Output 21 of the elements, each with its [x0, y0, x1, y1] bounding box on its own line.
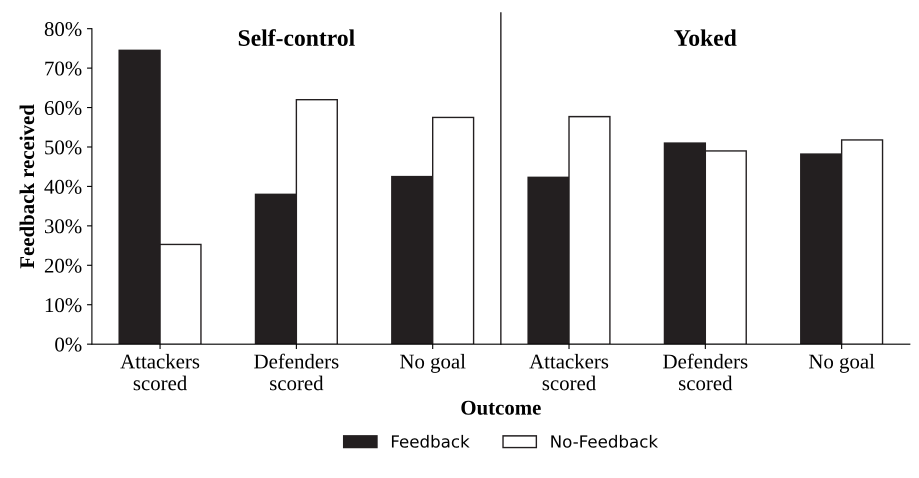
y-tick-label: 60%	[44, 100, 82, 116]
x-tick-label: No goal	[400, 354, 466, 373]
x-tick-label: Defenders scored	[254, 354, 338, 390]
x-tick-label: Defenders scored	[663, 354, 748, 390]
x-tick-label: Attackers scored	[529, 354, 608, 390]
y-tick-label: 80%	[44, 22, 82, 36]
y-tick-label: 70%	[45, 61, 82, 76]
y-tick-label: 20%	[44, 258, 82, 273]
y-tick-label: 10%	[46, 298, 82, 312]
legend-label: Feedback	[392, 434, 470, 448]
y-tick-label: 30%	[44, 219, 82, 234]
annotation: Self-control	[238, 29, 355, 46]
x-tick-label: No goal	[808, 354, 874, 373]
x-tick-label: Attackers scored	[120, 354, 200, 390]
x-axis-title: Outcome	[461, 400, 541, 415]
legend-label: No-Feedback	[551, 434, 658, 448]
y-tick-label: 0%	[55, 338, 82, 352]
y-tick-label: 40%	[44, 180, 82, 194]
annotation: Yoked	[674, 29, 737, 46]
y-tick-label: 50%	[45, 140, 82, 154]
y-axis-title: Feedback received	[20, 104, 34, 268]
